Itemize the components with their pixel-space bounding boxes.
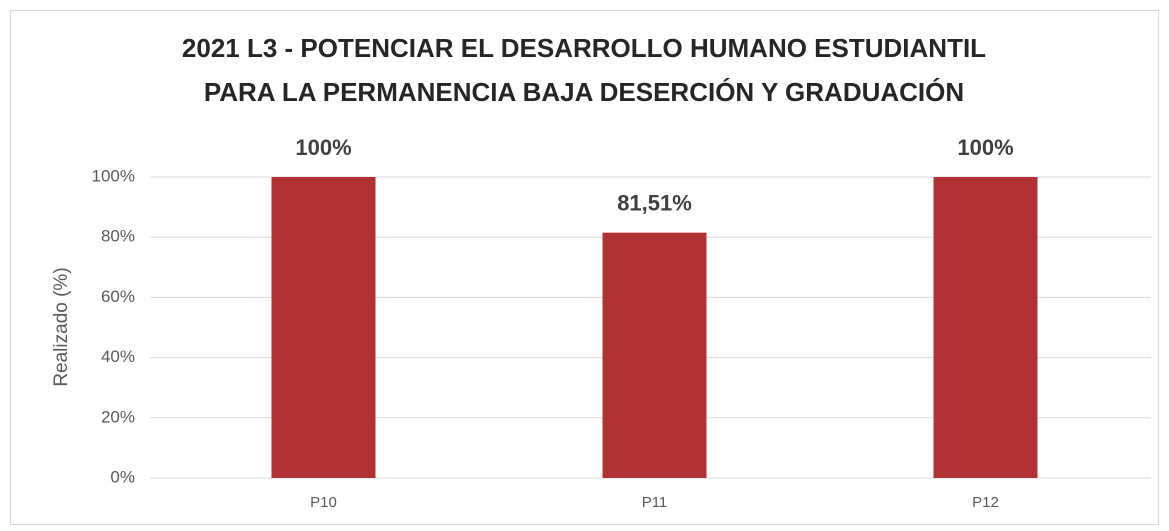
y-tick-label: 0% [110,467,135,486]
y-tick-label: 100% [92,166,135,185]
chart-title: 2021 L3 - POTENCIAR EL DESARROLLO HUMANO… [182,33,986,63]
y-axis-label: Realizado (%) [51,267,72,386]
y-tick-label: 80% [101,227,135,246]
x-tick-label: P11 [642,494,668,511]
chart-title: PARA LA PERMANENCIA BAJA DESERCIÓN Y GRA… [204,77,964,107]
x-tick-label: P12 [972,494,999,511]
value-label: 100% [957,135,1013,160]
bar [933,177,1038,478]
value-label: 100% [295,135,351,160]
x-tick-label: P10 [310,494,337,511]
y-tick-label: 60% [101,287,135,306]
y-tick-label: 40% [101,347,135,366]
y-tick-label: 20% [101,407,135,426]
bar [602,232,707,478]
value-label: 81,51% [617,190,692,215]
bar [271,177,376,478]
